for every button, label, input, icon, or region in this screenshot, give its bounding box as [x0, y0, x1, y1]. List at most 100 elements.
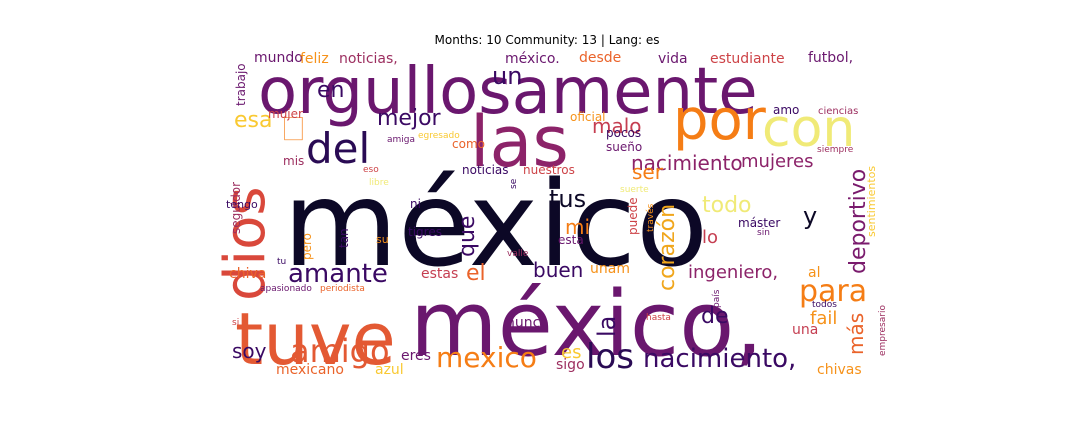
cloud-word: todos — [812, 300, 837, 310]
cloud-word: esa — [234, 108, 272, 133]
figure-title: Months: 10 Community: 13 | Lang: es — [434, 33, 660, 47]
cloud-word: suerte — [620, 185, 649, 195]
cloud-word: unam — [590, 261, 630, 277]
cloud-word: oficial — [570, 110, 606, 124]
cloud-word: buen — [533, 258, 583, 282]
cloud-word: egresado — [418, 131, 460, 141]
cloud-word: lo — [702, 227, 718, 248]
cloud-word: esta — [558, 233, 584, 247]
cloud-word: tuve — [235, 297, 396, 381]
cloud-word: deportivo — [846, 169, 871, 274]
cloud-word: seguidor — [229, 182, 243, 234]
cloud-word: corazón — [655, 204, 680, 291]
cloud-word: nuestros — [523, 163, 575, 177]
cloud-word: noticias, — [339, 51, 398, 67]
cloud-word: mi — [565, 215, 590, 239]
cloud-word: que — [455, 216, 480, 257]
cloud-word: mejor — [377, 106, 442, 131]
cloud-word: la — [593, 316, 621, 337]
cloud-word: chiva — [229, 266, 266, 282]
cloud-word: eso — [363, 165, 379, 175]
cloud-word: las — [470, 101, 569, 183]
cloud-word: tengo — [226, 198, 258, 211]
cloud-word: al — [808, 265, 820, 281]
cloud-word: pocos — [606, 126, 641, 140]
cloud-word: periodista — [320, 284, 365, 294]
cloud-word: mis — [283, 154, 304, 168]
cloud-word: méxico. — [505, 51, 560, 67]
cloud-word: se — [509, 178, 519, 189]
cloud-word: nunca — [506, 315, 549, 331]
cloud-word: del — [306, 124, 370, 173]
cloud-word: por — [673, 88, 767, 153]
cloud-word: chivas — [817, 362, 862, 378]
cloud-word: siempre — [817, 145, 854, 155]
cloud-word: ni — [410, 197, 421, 211]
cloud-word: amo — [773, 103, 799, 117]
cloud-word: dios — [213, 186, 278, 301]
cloud-word: tu — [277, 257, 286, 267]
cloud-word: el — [466, 261, 486, 286]
cloud-word: sigo — [556, 357, 585, 373]
cloud-word: amante — [288, 259, 388, 289]
cloud-word: eres — [401, 348, 431, 364]
cloud-word: para — [799, 274, 867, 309]
cloud-word: país — [712, 289, 722, 308]
cloud-word: más — [844, 313, 868, 355]
cloud-word: mujeres — [741, 151, 813, 172]
cloud-word: soy — [232, 339, 267, 363]
cloud-word: un — [492, 62, 522, 90]
cloud-word: y — [803, 202, 817, 230]
cloud-word: noticias — [462, 163, 509, 177]
cloud-word: los — [586, 337, 634, 377]
cloud-word: orgullosamente — [258, 55, 758, 129]
cloud-word: con — [762, 99, 855, 159]
cloud-word: ciencias — [818, 106, 858, 117]
cloud-word: estas — [421, 266, 458, 282]
cloud-word: en — [317, 78, 344, 103]
cloud-word: futbol, — [808, 50, 853, 66]
cloud-word: nacimiento — [631, 151, 743, 175]
cloud-word: pero — [300, 233, 314, 260]
cloud-word: puede — [626, 197, 640, 235]
cloud-word: apasionado — [260, 284, 312, 294]
cloud-word: su — [376, 233, 389, 246]
cloud-word: sueño — [606, 140, 642, 154]
cloud-word: mexicano — [276, 362, 344, 378]
cloud-word: fail — [810, 308, 837, 329]
cloud-word: malo — [592, 114, 642, 138]
cloud-word: ingeniero, — [688, 262, 778, 283]
cloud-word: mujer — [268, 107, 303, 121]
cloud-word: mundo — [254, 50, 303, 66]
cloud-word: máster — [738, 216, 780, 230]
cloud-word: méxico, — [410, 272, 763, 377]
cloud-word: vida — [658, 51, 688, 67]
cloud-word: trabajo — [234, 63, 248, 106]
cloud-word: sin — [757, 228, 770, 238]
cloud-word: amiga — [387, 135, 415, 145]
cloud-word: todo — [702, 193, 752, 218]
cloud-word: es — [561, 342, 581, 363]
cloud-word: tus — [549, 185, 586, 213]
cloud-word: feliz — [300, 51, 329, 67]
cloud-word: azul — [375, 362, 404, 378]
cloud-word: nacimiento, — [643, 344, 796, 374]
cloud-word: amigo — [290, 332, 390, 370]
cloud-word: través — [645, 203, 656, 232]
cloud-word: valle — [507, 249, 529, 259]
cloud-word: una — [792, 322, 818, 338]
cloud-word: como — [452, 137, 485, 151]
cloud-word: tan — [337, 228, 351, 248]
cloud-word: ser — [632, 160, 664, 184]
cloud-word: sentimientos — [865, 166, 878, 237]
cloud-word: libre — [369, 178, 389, 188]
cloud-word: hasta — [646, 313, 671, 323]
cloud-word: desde — [579, 50, 621, 66]
cloud-word: empresario — [878, 305, 888, 356]
cloud-word: tigres — [408, 225, 442, 239]
cloud-word: 🗌 — [283, 116, 304, 146]
cloud-word: de — [701, 304, 729, 329]
cloud-word: si — [232, 318, 239, 328]
cloud-word: mexico — [436, 341, 537, 374]
